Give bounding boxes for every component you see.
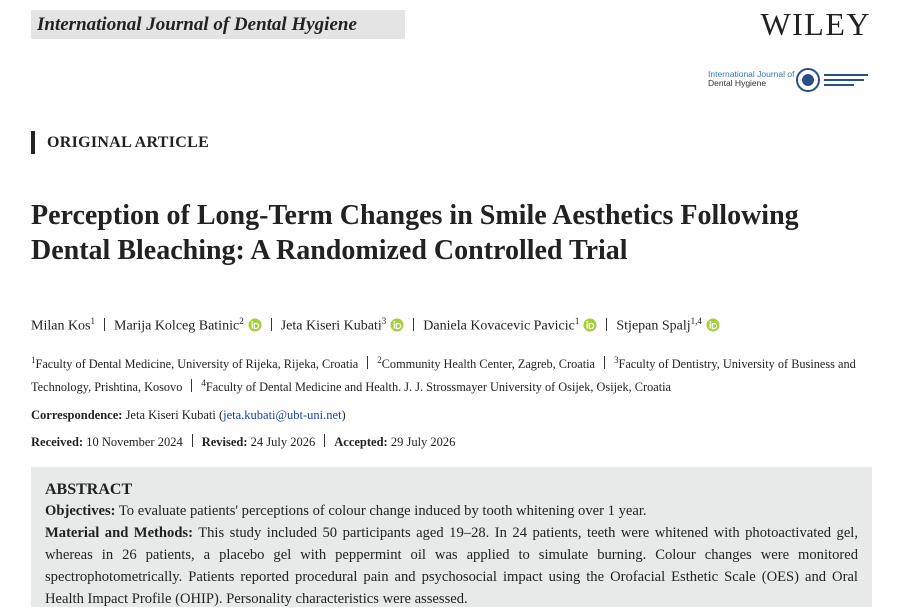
orcid-icon[interactable] [390,318,404,332]
section-label: Objectives: [45,503,116,519]
punct: ) [341,408,346,422]
date-label: Received: [31,435,84,449]
logo-emblem [796,68,868,92]
author-name: Marija Kolceg Batinic [114,318,240,334]
author-affil: 2 [239,316,244,326]
label: Correspondence: [31,408,123,422]
author-affil: 3 [381,316,387,326]
publisher: WILEY [760,6,871,42]
affil-text: Community Health Center, Zagreb, Croatia [381,357,595,372]
dates: Received: 10 November 2024 Revised: 24 Ju… [31,434,455,450]
abstract-heading: ABSTRACT [45,481,133,498]
section-label: Material and Methods: [45,525,193,541]
author-list: Milan Kos1 Marija Kolceg Batinic2 Jeta Kis… [31,316,720,335]
article-type: ORIGINAL ARTICLE [31,131,209,154]
date-label: Revised: [201,435,248,449]
author-name: Daniela Kovacevic Pavicic [423,318,575,334]
separator [104,317,105,331]
name: Jeta Kiseri Kubati ( [125,408,224,422]
affil-text: Faculty of Dental Medicine, University o… [35,357,359,372]
separator [604,356,605,370]
affil-num: 3 [614,355,619,365]
email-link[interactable]: jeta.kubati@ubt-uni.net [223,408,342,422]
separator [606,317,608,331]
journal-name: International Journal of Dental Hygiene [31,10,405,39]
affil-text: Faculty of Dentistry, University of Busi… [31,357,856,395]
date-value: 10 November 2024 [86,435,183,449]
orcid-icon[interactable] [248,318,262,332]
abstract-section: Material and Methods: This study include… [45,522,858,610]
logo-line: International Journal of [708,69,795,79]
author-name: Stjepan Spalj [616,318,691,334]
abstract-box: ABSTRACT Objectives: To evaluate patient… [31,467,872,607]
separator [413,317,415,331]
logo-line: Dental Hygiene [708,78,767,88]
author-affil: 1 [90,316,96,326]
orcid-icon[interactable] [583,318,597,332]
affil-text: Faculty of Dental Medicine and Health. J… [205,380,671,395]
separator [191,434,193,447]
abstract-section: Objectives: To evaluate patients' percep… [45,500,858,522]
affiliations: 1Faculty of Dental Medicine, University … [31,351,861,397]
affil-num: 1 [31,355,36,365]
date-label: Accepted: [334,435,388,449]
author-name: Milan Kos [31,318,91,334]
author-affil: 1 [574,316,580,326]
affil-num: 2 [377,355,382,365]
affil-num: 4 [201,378,206,389]
separator [191,379,193,393]
separator [270,317,272,331]
correspondence: Correspondence: Jeta Kiseri Kubati (jeta… [31,408,346,423]
orcid-icon[interactable] [706,318,720,332]
separator [324,434,326,447]
date-value: 29 July 2026 [390,435,456,449]
journal-logo: International Journal of Dental Hygiene [708,67,873,93]
author-affil: 1,4 [690,316,702,326]
article-title: Perception of Long-Term Changes in Smile… [31,200,799,266]
separator [367,356,369,370]
author-name: Jeta Kiseri Kubati [280,318,382,334]
date-value: 24 July 2026 [250,435,316,449]
section-text: To evaluate patients' perceptions of col… [118,503,647,519]
